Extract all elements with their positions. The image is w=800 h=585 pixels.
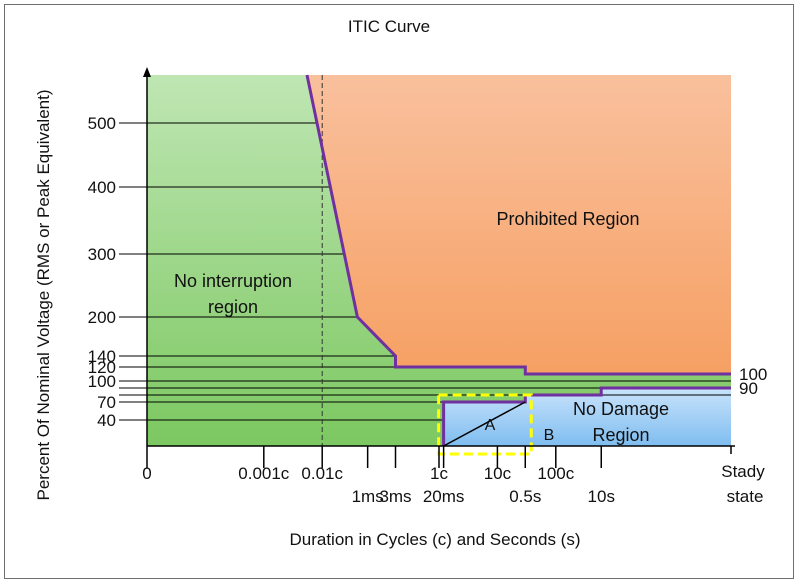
upper-curve — [305, 74, 731, 376]
right-label-100: 100 — [739, 365, 767, 384]
zoom-label-b: B — [544, 427, 555, 444]
y-tick-label-120: 120 — [88, 358, 116, 377]
x-tick-label-cycle-2: 0.01c — [301, 464, 343, 483]
x-tick-label-seconds-3: 0.5s — [509, 487, 541, 506]
right-label-90: 90 — [739, 379, 758, 398]
y-tick-label-200: 200 — [88, 308, 116, 327]
y-axis-arrow — [143, 67, 151, 77]
zoom-label-a: A — [485, 417, 496, 434]
x-tick-label-cycle-1: 0.001c — [238, 464, 290, 483]
region-label-0-line-1: region — [208, 297, 258, 317]
x-tick-label-seconds-2: 20ms — [423, 487, 465, 506]
regions-layer — [147, 75, 731, 446]
y-axis-label: Percent Of Nominal Voltage (RMS or Peak … — [34, 89, 53, 500]
chart-frame: ITIC Curve 40 70 100 120 140 200 300 400 500 0 0.0… — [4, 4, 794, 579]
x-end-label-line1: Stady — [721, 462, 765, 481]
y-tick-label-300: 300 — [88, 245, 116, 264]
x-tick-label-cycle-0: 0 — [142, 464, 151, 483]
x-tick-label-cycle-4: 10c — [484, 464, 512, 483]
x-tick-label-seconds-0: 1ms — [352, 487, 384, 506]
x-axis-label: Duration in Cycles (c) and Seconds (s) — [289, 530, 580, 549]
zoom-diagonal — [443, 401, 526, 447]
x-tick-label-seconds-4: 10s — [588, 487, 615, 506]
chart-title: ITIC Curve — [348, 17, 430, 36]
curves-layer — [305, 74, 731, 456]
x-tick-label-cycle-5: 100c — [537, 464, 574, 483]
y-tick-label-400: 400 — [88, 178, 116, 197]
y-tick-label-140: 140 — [88, 347, 116, 366]
region-label-2-line-1: Region — [592, 425, 649, 445]
region-label-2-line-0: No Damage — [573, 399, 669, 419]
region-label-0-line-0: No interruption — [174, 271, 292, 291]
y-tick-label-40: 40 — [97, 411, 116, 430]
x-tick-label-cycle-3: 1c — [430, 464, 448, 483]
y-tick-label-100: 100 — [88, 372, 116, 391]
axes-layer — [119, 67, 735, 468]
y-tick-label-70: 70 — [97, 393, 116, 412]
region-prohibited — [307, 75, 731, 374]
region-label-1-line-0: Prohibited Region — [496, 209, 639, 229]
zoom-box — [437, 393, 533, 456]
x-end-label-line2: state — [727, 487, 764, 506]
y-tick-label-500: 500 — [88, 114, 116, 133]
x-tick-label-seconds-1: 3ms — [379, 487, 411, 506]
